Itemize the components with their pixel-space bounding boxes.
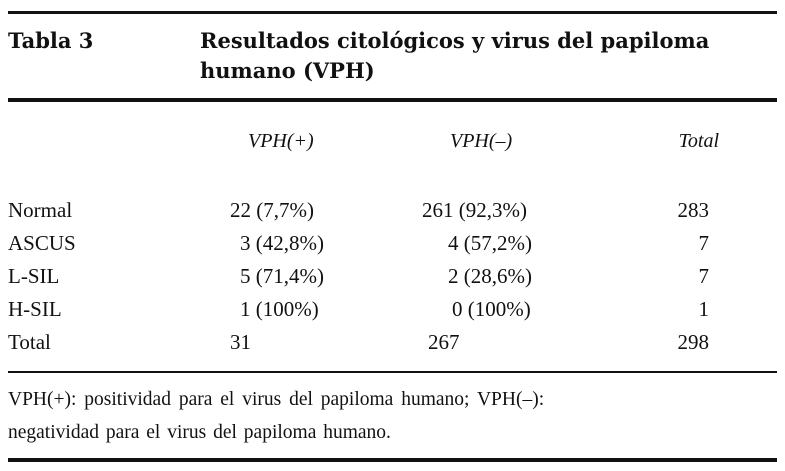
cell-total: 1 xyxy=(698,297,710,321)
cell-total: 7 xyxy=(698,231,710,255)
row-label: L-SIL xyxy=(8,264,60,288)
cell-total: 283 xyxy=(677,198,710,222)
cell-vph-pos: 22 (7,7%) xyxy=(230,198,314,222)
cell-total: 7 xyxy=(698,264,710,288)
cell-vph-pos: 1 (100%) xyxy=(240,297,319,321)
table-label: Tabla 3 xyxy=(8,28,94,53)
cell-total: 298 xyxy=(677,330,710,354)
cell-vph-pos: 31 xyxy=(230,330,251,354)
table-title-line1: Resultados citológicos y virus del papil… xyxy=(200,28,710,53)
cell-vph-neg: 267 xyxy=(428,330,460,354)
cell-vph-pos: 3 (42,8%) xyxy=(240,231,324,255)
row-label: ASCUS xyxy=(8,231,76,255)
row-label: H-SIL xyxy=(8,297,62,321)
body-rule xyxy=(8,371,777,373)
column-header-vph-neg: VPH(–) xyxy=(450,130,513,152)
cell-vph-neg: 4 (57,2%) xyxy=(448,231,532,255)
cell-vph-neg: 261 (92,3%) xyxy=(422,198,527,222)
row-label: Normal xyxy=(8,198,73,222)
header-rule xyxy=(8,98,777,102)
footnote-line2: negatividad para el virus del papiloma h… xyxy=(8,422,391,443)
footnote-line1: VPH(+): positividad para el virus del pa… xyxy=(8,389,545,410)
table-title-line2: humano (VPH) xyxy=(200,58,375,83)
cell-vph-pos: 5 (71,4%) xyxy=(240,264,324,288)
cell-vph-neg: 0 (100%) xyxy=(452,297,531,321)
table-bottom-rule xyxy=(8,458,777,462)
column-header-vph-pos: VPH(+) xyxy=(248,130,314,152)
table-top-rule xyxy=(8,11,777,14)
cell-vph-neg: 2 (28,6%) xyxy=(448,264,532,288)
column-header-total: Total xyxy=(678,130,719,152)
row-label: Total xyxy=(8,330,51,354)
